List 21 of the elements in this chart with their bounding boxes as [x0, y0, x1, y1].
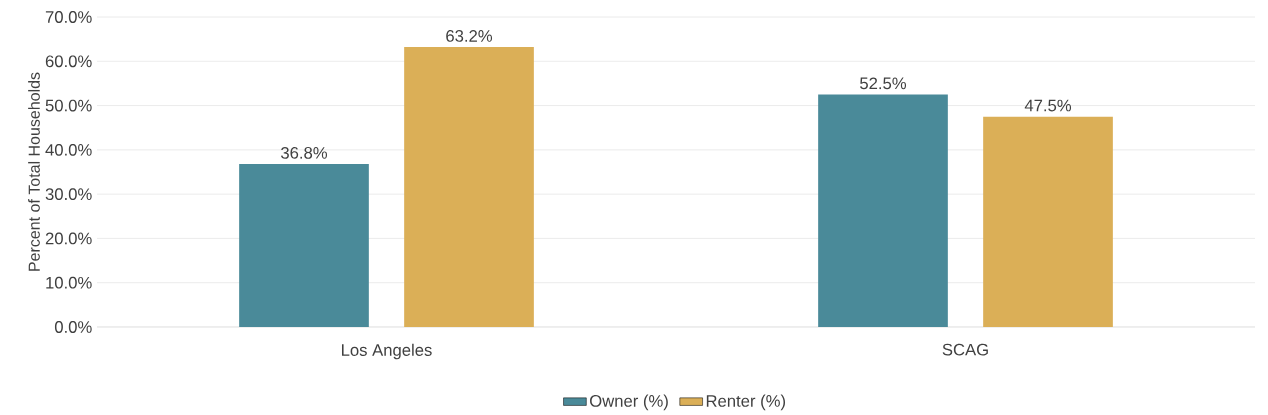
y-axis-title: Percent of Total Households — [28, 72, 40, 271]
y-tick-label: 60.0% — [45, 55, 92, 68]
data-label: 52.5% — [860, 77, 907, 90]
data-label: 63.2% — [446, 30, 493, 42]
x-tick-label: Los Angeles — [342, 343, 432, 360]
bar — [404, 47, 534, 327]
bar — [983, 116, 1113, 327]
y-tick-label: 20.0% — [45, 232, 92, 245]
data-label: 47.5% — [1024, 99, 1072, 112]
y-tick-label: 0.0% — [54, 321, 92, 333]
y-tick-label: 70.0% — [45, 11, 92, 23]
data-label: 36.8% — [280, 146, 328, 159]
legend-label: Renter (%) — [706, 394, 786, 411]
legend-label: Owner (%) — [590, 394, 668, 411]
y-tick-label: 40.0% — [45, 143, 92, 156]
y-tick-label: 30.0% — [45, 188, 92, 201]
y-tick-label: 50.0% — [45, 99, 92, 112]
x-tick-label: SCAG — [942, 343, 988, 356]
bar — [818, 94, 948, 327]
bar — [239, 164, 369, 327]
y-tick-label: 10.0% — [46, 276, 92, 289]
